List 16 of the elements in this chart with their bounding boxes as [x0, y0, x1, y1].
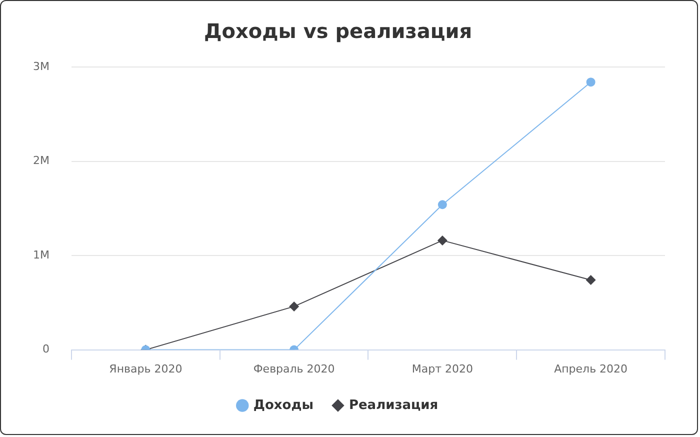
x-tick-label: Март 2020: [412, 362, 473, 376]
point: [586, 275, 596, 286]
point: [438, 200, 447, 210]
point: [586, 78, 596, 87]
chart-title: Доходы vs реализация: [204, 19, 472, 44]
x-tick-label: Январь 2020: [109, 362, 182, 376]
point: [437, 235, 448, 246]
legend-label: Доходы: [253, 398, 314, 413]
x-tick-label: Февраль 2020: [253, 362, 335, 376]
y-tick-label: 1M: [32, 248, 50, 262]
legend-label: Реализация: [348, 398, 438, 413]
y-tick-label: 2M: [32, 154, 50, 168]
y-tick-label: 3M: [32, 60, 50, 73]
y-tick-label: 0: [42, 342, 50, 356]
point: [289, 301, 300, 312]
x-tick-label: Апрель 2020: [554, 362, 628, 376]
